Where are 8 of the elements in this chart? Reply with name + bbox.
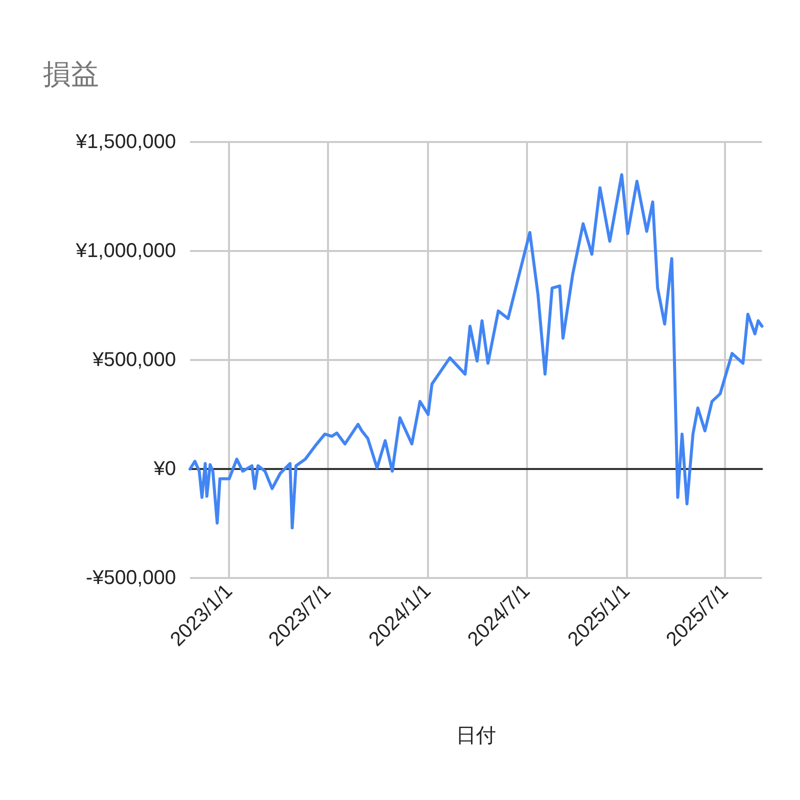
x-axis-title: 日付 (456, 725, 496, 747)
y-tick-label: -¥500,000 (86, 567, 176, 589)
y-tick-label: ¥500,000 (92, 349, 176, 371)
y-tick-label: ¥1,000,000 (74, 240, 176, 262)
y-tick-label: ¥0 (152, 458, 176, 480)
chart-title: 損益 (43, 58, 99, 90)
line-series (188, 173, 764, 530)
y-tick-label: ¥1,500,000 (74, 131, 176, 153)
